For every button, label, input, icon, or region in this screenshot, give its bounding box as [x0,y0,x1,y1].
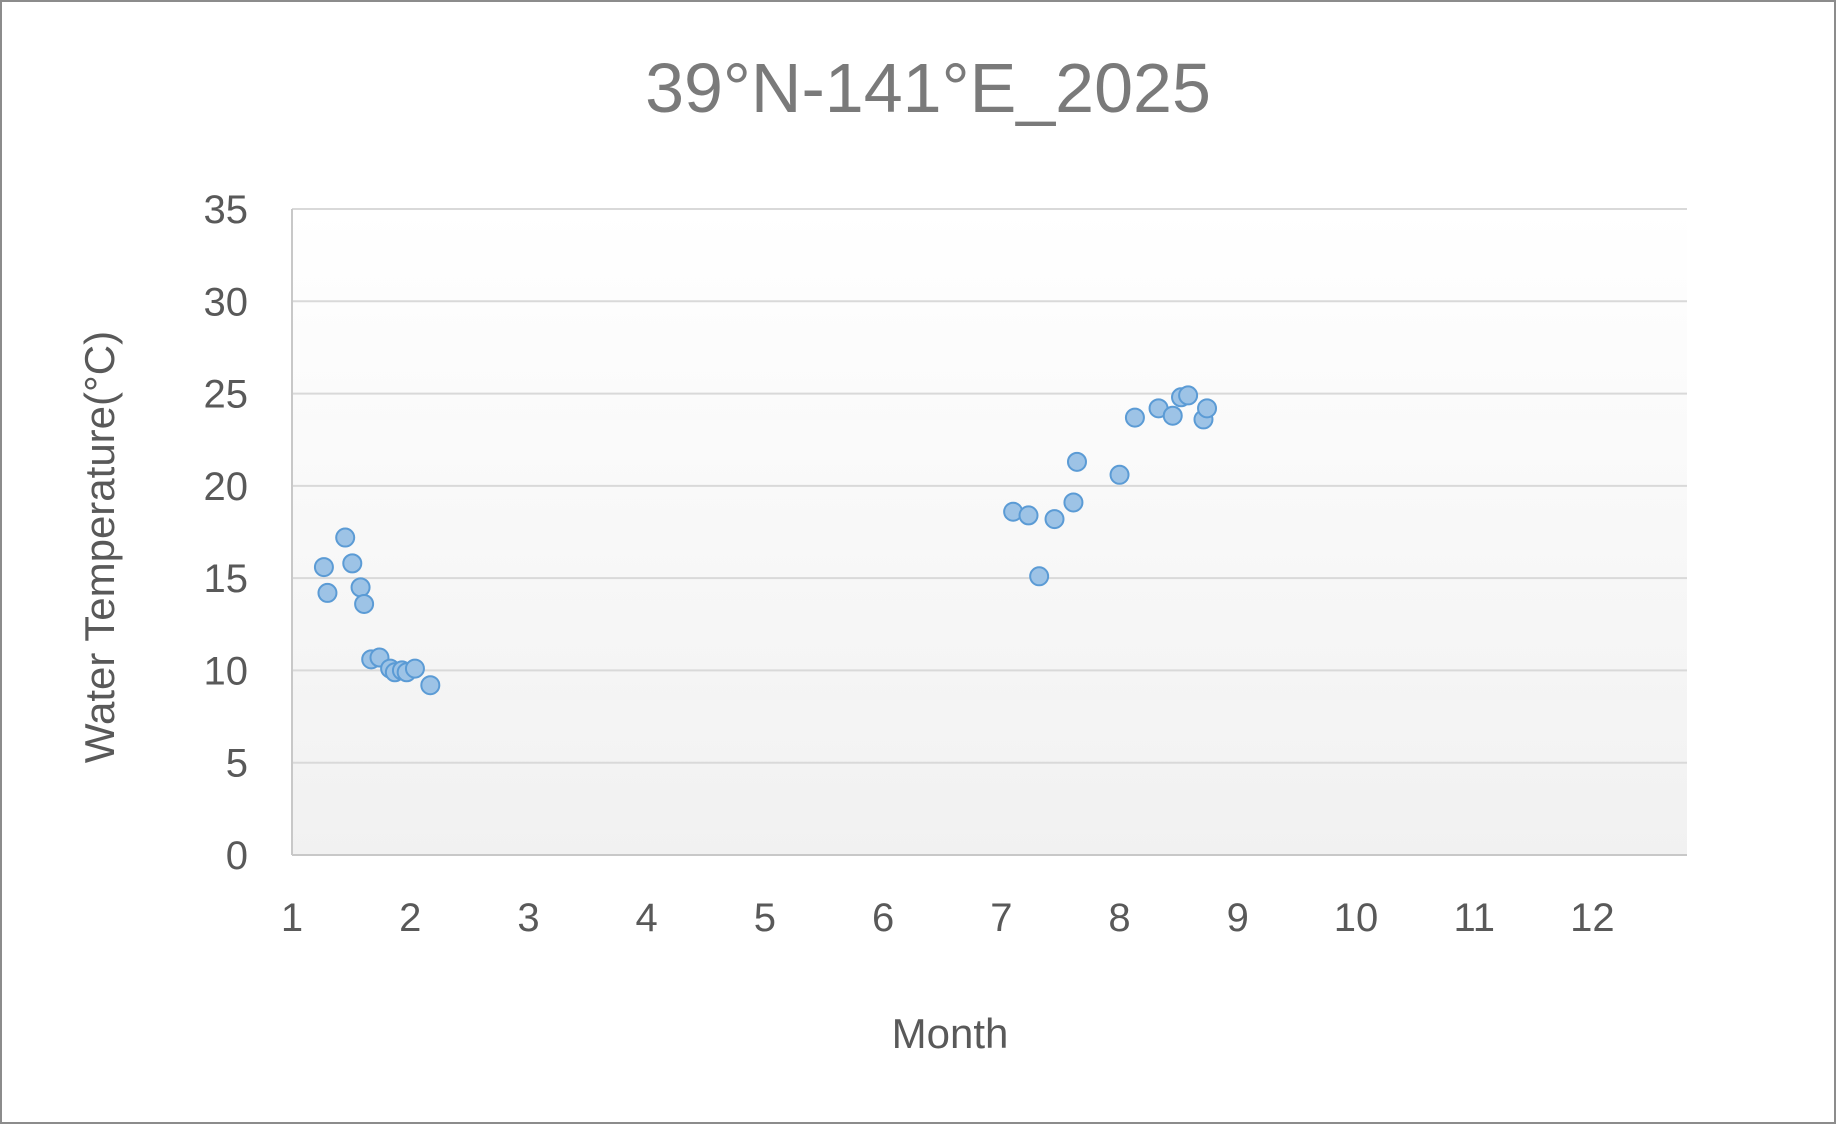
x-tick-label: 9 [1227,896,1249,940]
y-tick-label: 25 [204,373,249,417]
x-tick-label: 2 [399,896,421,940]
y-tick-label: 5 [226,742,248,786]
x-axis-label: Month [892,1010,1009,1057]
y-tick-label: 20 [204,465,249,509]
data-point [404,658,425,679]
data-point [350,577,371,598]
x-tick-label: 7 [990,896,1012,940]
data-point [335,527,356,548]
data-point [1162,405,1183,426]
data-point [1124,407,1145,428]
data-point [1066,451,1087,472]
y-tick-label: 15 [204,557,249,601]
x-tick-label: 5 [754,896,776,940]
x-tick-label: 1 [281,896,303,940]
y-axis-label: Water Temperature(°C) [76,331,123,763]
y-tick-labels: 0 5 10 15 20 25 30 35 [204,188,249,878]
data-point [1178,385,1199,406]
data-point [1044,509,1065,530]
x-tick-label: 4 [636,896,658,940]
data-points [313,385,1218,696]
data-point [313,557,334,578]
x-tick-label: 6 [872,896,894,940]
gridlines [292,208,1687,764]
x-tick-label: 8 [1108,896,1130,940]
data-point [1197,398,1218,419]
y-tick-label: 35 [204,188,249,232]
data-point [1063,492,1084,513]
data-point [342,553,363,574]
data-point [1109,464,1130,485]
x-tick-label: 11 [1453,896,1495,940]
y-tick-label: 0 [226,834,248,878]
x-tick-labels: 1 2 3 4 5 6 7 8 9 10 11 12 [281,896,1615,940]
plot-area [292,209,1687,855]
data-point [1018,505,1039,526]
x-tick-label: 12 [1570,896,1615,940]
y-tick-label: 30 [204,280,249,324]
data-point [354,593,375,614]
y-tick-label: 10 [204,649,249,693]
chart-title: 39°N-141°E_2025 [645,49,1211,127]
data-point [420,675,441,696]
data-point [317,582,338,603]
data-point [1029,566,1050,587]
x-tick-label: 10 [1334,896,1379,940]
x-tick-label: 3 [517,896,539,940]
